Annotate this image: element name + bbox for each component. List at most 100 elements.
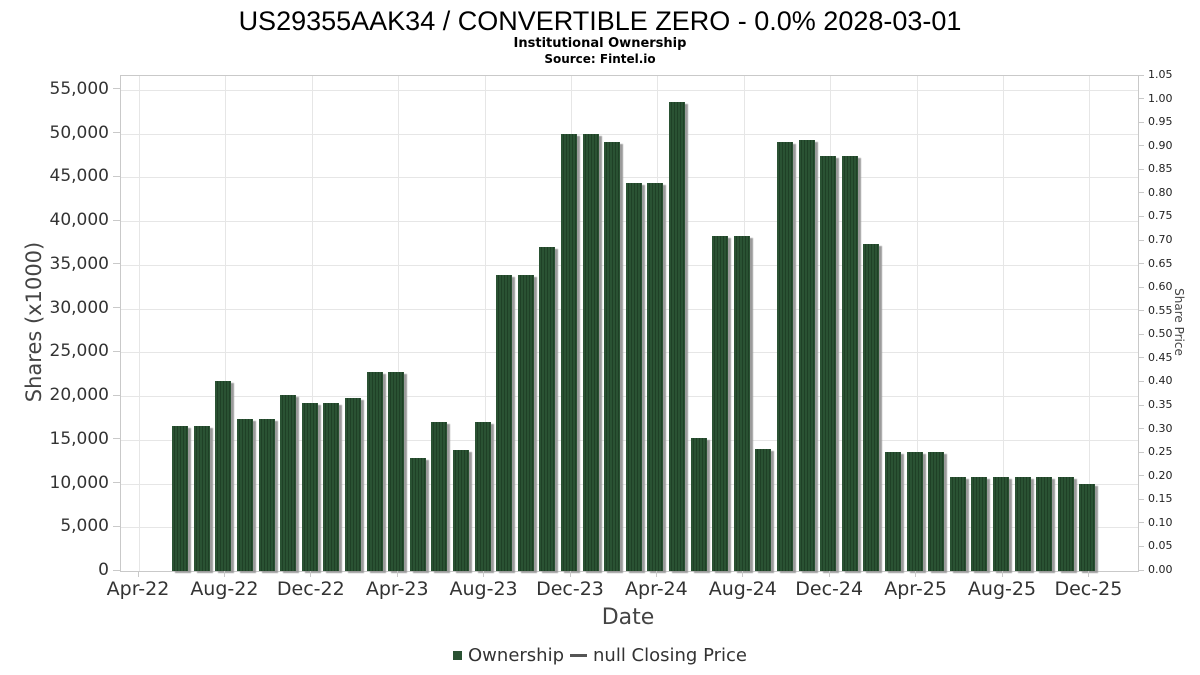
ownership-bar[interactable]: [453, 450, 469, 571]
ownership-bar[interactable]: [215, 381, 232, 571]
x-axis-tick: [828, 571, 830, 577]
ownership-bar[interactable]: [885, 452, 901, 571]
legend-label-closing-price: null Closing Price: [593, 645, 747, 666]
ownership-bar[interactable]: [431, 422, 448, 571]
y-right-tick-label: 0.95: [1148, 115, 1173, 129]
y-right-tick: [1138, 404, 1144, 406]
gridline-vertical: [484, 76, 486, 571]
x-axis-tick: [223, 571, 225, 577]
ownership-bar[interactable]: [669, 102, 685, 571]
ownership-bar[interactable]: [798, 139, 815, 571]
y-right-tick: [1138, 74, 1144, 76]
x-axis-tick-label: Aug-25: [967, 578, 1037, 600]
y-right-tick: [1138, 333, 1144, 335]
y-left-tick-label: 55,000: [49, 78, 109, 99]
y-left-tick-label: 15,000: [49, 428, 109, 449]
gridline-vertical: [398, 76, 400, 571]
ownership-bar[interactable]: [690, 438, 707, 571]
y-right-tick-label: 0.70: [1148, 233, 1173, 246]
ownership-bar[interactable]: [517, 274, 534, 571]
chart-title: US29355AAK34 / CONVERTIBLE ZERO - 0.0% 2…: [238, 6, 962, 36]
y-right-tick-label: 0.10: [1148, 515, 1173, 529]
y-right-tick-label: 0.35: [1148, 398, 1173, 411]
y-right-tick-label: 0.55: [1148, 303, 1173, 317]
y-right-tick: [1138, 286, 1144, 288]
ownership-bar[interactable]: [496, 274, 513, 571]
ownership-bar[interactable]: [582, 133, 599, 571]
ownership-bar[interactable]: [777, 142, 793, 571]
ownership-bar[interactable]: [323, 403, 340, 571]
ownership-bar[interactable]: [625, 182, 642, 571]
y-right-tick: [1138, 168, 1144, 170]
legend-item-closing-price[interactable]: null Closing Price: [570, 645, 747, 666]
ownership-bar[interactable]: [172, 425, 189, 571]
y-right-tick: [1138, 498, 1144, 500]
ownership-bar[interactable]: [258, 418, 275, 571]
ownership-bar[interactable]: [1057, 477, 1074, 571]
y-left-tick-label: 35,000: [49, 253, 109, 274]
ownership-bar[interactable]: [906, 452, 923, 571]
ownership-bar[interactable]: [280, 395, 297, 571]
x-axis-tick: [310, 571, 312, 577]
ownership-bar[interactable]: [409, 458, 426, 571]
y-right-tick-label: 0.90: [1148, 138, 1173, 152]
y-right-tick: [1138, 545, 1144, 547]
y-right-tick-label: 0.75: [1148, 209, 1173, 223]
y-left-tick-label: 50,000: [49, 122, 109, 143]
legend-line-marker-icon: [570, 654, 588, 657]
ownership-bar[interactable]: [561, 133, 577, 571]
ownership-bar[interactable]: [647, 182, 664, 571]
ownership-bar[interactable]: [1014, 477, 1031, 571]
ownership-bar[interactable]: [345, 397, 361, 571]
y-right-tick: [1138, 569, 1144, 571]
chart-subtitle: Institutional Ownership: [513, 36, 687, 51]
ownership-bar[interactable]: [712, 236, 729, 571]
y-right-tick: [1138, 263, 1144, 265]
y-left-tick: [113, 307, 120, 309]
ownership-bar[interactable]: [733, 236, 750, 571]
y-left-tick-label: 40,000: [49, 210, 109, 231]
y-left-tick: [113, 525, 120, 527]
y-right-tick-label: 0.30: [1148, 421, 1173, 435]
y-right-tick-label: 0.60: [1148, 280, 1173, 294]
legend-item-ownership[interactable]: Ownership: [453, 645, 564, 666]
ownership-bar[interactable]: [474, 422, 491, 571]
ownership-bar[interactable]: [388, 372, 405, 571]
ownership-bar[interactable]: [971, 477, 988, 571]
x-axis-tick: [483, 571, 485, 577]
y-right-tick: [1138, 357, 1144, 359]
ownership-bar[interactable]: [193, 425, 210, 571]
ownership-bar[interactable]: [1036, 477, 1053, 571]
x-axis-tick: [569, 571, 571, 577]
ownership-bar[interactable]: [539, 246, 556, 571]
ownership-bar[interactable]: [755, 448, 772, 571]
plot-area: [120, 75, 1139, 572]
x-axis-tick-label: Aug-23: [449, 578, 518, 600]
ownership-bar[interactable]: [1079, 483, 1096, 571]
y-left-tick: [113, 482, 120, 484]
x-axis-tick-label: Apr-22: [106, 578, 170, 600]
ownership-bar[interactable]: [237, 418, 253, 571]
ownership-bar[interactable]: [863, 243, 880, 571]
ownership-bar[interactable]: [949, 477, 966, 571]
ownership-bar[interactable]: [604, 142, 621, 571]
x-axis-tick: [1001, 571, 1003, 577]
y-left-tick: [113, 394, 120, 396]
y-axis-title-left: Shares (x1000): [22, 241, 46, 403]
ownership-bar[interactable]: [841, 156, 858, 571]
ownership-bar[interactable]: [993, 477, 1009, 571]
y-left-tick-label: 5,000: [60, 516, 109, 537]
y-right-tick-label: 1.05: [1148, 68, 1173, 81]
ownership-bar[interactable]: [928, 452, 945, 571]
x-axis-tick: [1087, 571, 1089, 577]
gridline-horizontal: [121, 177, 1138, 179]
y-left-tick-label: 45,000: [49, 166, 109, 187]
ownership-bar[interactable]: [820, 156, 837, 571]
ownership-bar[interactable]: [301, 403, 318, 571]
ownership-bar[interactable]: [366, 372, 383, 571]
x-axis-tick: [915, 571, 917, 577]
y-left-tick: [113, 263, 120, 265]
y-left-tick-label: 30,000: [49, 297, 109, 318]
x-axis-tick: [742, 571, 744, 577]
